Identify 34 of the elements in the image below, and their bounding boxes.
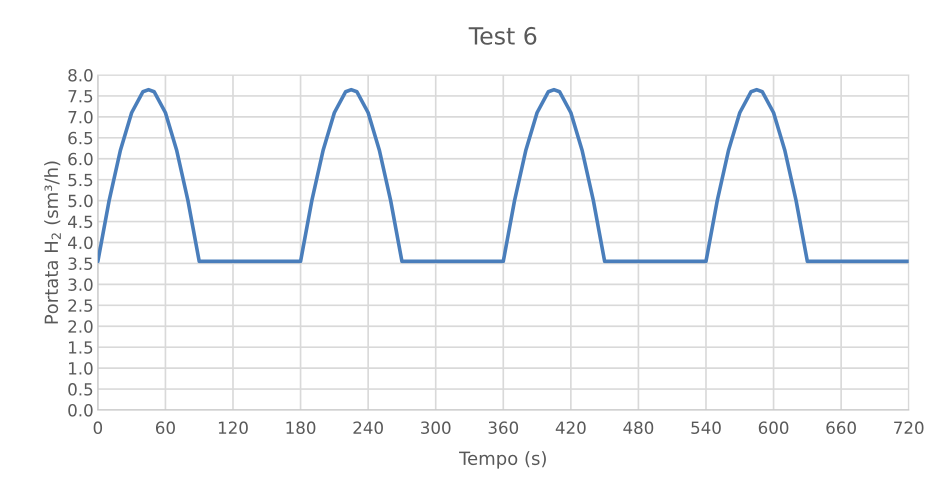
y-tick-label: 7.0 <box>68 110 93 124</box>
x-tick-label: 0 <box>94 421 102 434</box>
y-tick-label: 7.5 <box>68 90 92 103</box>
line-series <box>98 88 909 264</box>
x-tick-label: 600 <box>758 421 788 434</box>
y-axis-title: Portata H$_{2}$ (sm³/h) <box>44 161 61 324</box>
x-tick-label: 540 <box>691 421 721 434</box>
y-tick-label: 5.0 <box>68 194 93 208</box>
y-tick-label: 8.0 <box>68 68 93 82</box>
y-tick-label: 6.5 <box>68 132 92 144</box>
x-tick-label: 420 <box>556 421 586 434</box>
y-tick-label: 1.0 <box>69 362 93 375</box>
x-tick-label: 480 <box>623 421 654 434</box>
x-tick-label: 180 <box>286 421 316 434</box>
chart-title: Test 6 <box>468 26 536 45</box>
x-tick-label: 60 <box>156 421 175 434</box>
x-tick-label: 300 <box>421 421 451 434</box>
y-tick-label: 2.5 <box>68 299 92 312</box>
y-tick-label: 0.0 <box>68 404 93 417</box>
y-tick-label: 2.0 <box>68 320 93 333</box>
y-tick-label: 4.0 <box>68 236 93 250</box>
y-tick-label: 1.5 <box>69 341 92 354</box>
y-tick-label: 5.5 <box>68 174 92 186</box>
y-tick-label: 0.5 <box>68 383 92 396</box>
x-axis-title: Tempo (s) <box>459 451 546 469</box>
x-tick-label: 360 <box>488 421 518 434</box>
x-tick-label: 720 <box>894 421 924 434</box>
y-tick-label: 4.5 <box>68 216 92 228</box>
y-tick-label: 3.5 <box>68 257 92 270</box>
x-tick-label: 660 <box>826 421 856 434</box>
y-tick-label: 6.0 <box>68 152 93 166</box>
x-tick-label: 120 <box>218 421 248 434</box>
y-tick-label: 3.0 <box>68 278 93 291</box>
x-tick-label: 240 <box>353 421 383 434</box>
